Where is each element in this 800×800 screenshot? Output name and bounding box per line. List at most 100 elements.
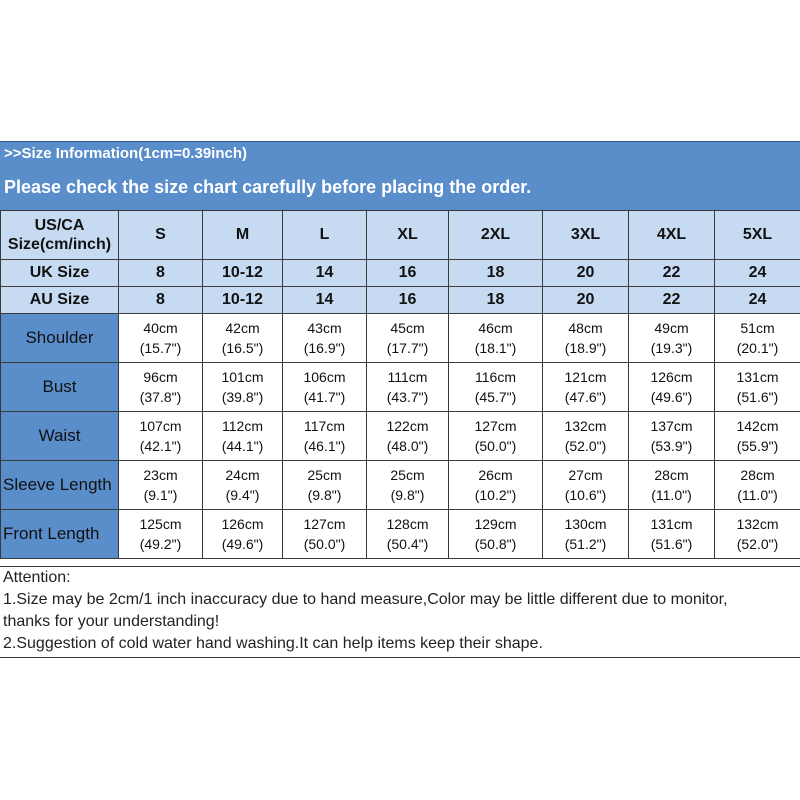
inch-value: (18.1") [474,340,517,356]
size-info-subtitle: Please check the size chart carefully be… [0,165,800,210]
au-size-cell: 24 [714,286,800,314]
measurement-row: Shoulder 40cm (15.7") 42cm (16.5") 43cm (16.9"… [0,313,800,363]
cm-value: 122cm [386,418,429,434]
inch-value: (43.7") [386,389,429,405]
size-header-cell: M [202,210,283,260]
uk-size-cell: 16 [366,259,449,287]
measurement-cell: 111cm (43.7") [366,362,449,412]
note-line-1: 1.Size may be 2cm/1 inch inaccuracy due … [3,591,728,608]
uk-size-label: UK Size [0,259,119,287]
us-size-row: US/CA Size(cm/inch) S M L XL 2XL 3XL 4XL 5XL [0,210,800,260]
measurement-cell: 129cm (50.8") [448,509,543,559]
cm-value: 26cm [478,467,513,483]
measurement-cell: 96cm (37.8") [118,362,203,412]
cm-value: 51cm [740,320,775,336]
cm-value: 130cm [564,516,607,532]
uk-size-cell: 18 [448,259,543,287]
inch-value: (53.9") [650,438,693,454]
cm-value: 137cm [650,418,693,434]
cm-value: 129cm [474,516,517,532]
au-size-cell: 10-12 [202,286,283,314]
measurement-cell: 126cm (49.6") [628,362,715,412]
cm-value: 49cm [654,320,689,336]
inch-value: (50.0") [474,438,517,454]
cm-value: 131cm [650,516,693,532]
uk-size-cell: 10-12 [202,259,283,287]
measurement-cell: 132cm (52.0") [714,509,800,559]
measurement-cell: 43cm (16.9") [282,313,367,363]
measurement-cell: 106cm (41.7") [282,362,367,412]
measurement-label: Sleeve Length [0,460,119,510]
cm-value: 28cm [654,467,689,483]
size-info-title: >>Size Information(1cm=0.39inch) [0,141,800,165]
au-size-row: AU Size 8 10-12 14 16 18 20 22 24 [0,286,800,314]
measurement-cell: 45cm (17.7") [366,313,449,363]
size-header-cell: 5XL [714,210,800,260]
inch-value: (11.0") [651,487,692,503]
inch-value: (42.1") [139,438,182,454]
inch-value: (52.0") [564,438,607,454]
measurement-cell: 46cm (18.1") [448,313,543,363]
us-size-label-line1: US/CA [34,217,85,234]
cm-value: 25cm [390,467,425,483]
cm-value: 121cm [564,369,607,385]
measurement-cell: 127cm (50.0") [282,509,367,559]
size-header-cell: 2XL [448,210,543,260]
size-header-cell: 3XL [542,210,629,260]
measurement-cell: 48cm (18.9") [542,313,629,363]
inch-value: (15.7") [139,340,182,356]
measurement-label: Front Length [0,509,119,559]
measurement-cell: 49cm (19.3") [628,313,715,363]
measurement-cell: 131cm (51.6") [714,362,800,412]
measurement-row: Waist 107cm (42.1") 112cm (44.1") 117cm (46.1"… [0,411,800,461]
cm-value: 40cm [143,320,178,336]
measurement-row: Sleeve Length 23cm (9.1") 24cm (9.4") 25cm (9.… [0,460,800,510]
measurement-cell: 130cm (51.2") [542,509,629,559]
cm-value: 126cm [650,369,693,385]
cm-value: 132cm [564,418,607,434]
cm-value: 112cm [222,418,263,434]
au-size-cell: 18 [448,286,543,314]
cm-value: 125cm [139,516,182,532]
measurement-cell: 126cm (49.6") [202,509,283,559]
cm-value: 25cm [307,467,342,483]
inch-value: (46.1") [303,438,346,454]
cm-value: 24cm [225,467,260,483]
inch-value: (10.2") [474,487,517,503]
cm-value: 23cm [143,467,178,483]
au-size-cell: 20 [542,286,629,314]
cm-value: 45cm [390,320,425,336]
cm-value: 127cm [303,516,346,532]
note-line-2: thanks for your understanding! [3,613,220,630]
cm-value: 131cm [736,369,779,385]
inch-value: (41.7") [303,389,346,405]
size-header-cell: L [282,210,367,260]
measurement-cell: 131cm (51.6") [628,509,715,559]
cm-value: 128cm [386,516,429,532]
au-size-cell: 16 [366,286,449,314]
measurement-cell: 26cm (10.2") [448,460,543,510]
au-size-cell: 14 [282,286,367,314]
measurement-cell: 40cm (15.7") [118,313,203,363]
measurement-cell: 132cm (52.0") [542,411,629,461]
attention-notes: Attention: 1.Size may be 2cm/1 inch inac… [0,566,800,658]
measurement-cell: 122cm (48.0") [366,411,449,461]
uk-size-cell: 22 [628,259,715,287]
inch-value: (19.3") [650,340,693,356]
inch-value: (52.0") [736,536,779,552]
measurement-cell: 42cm (16.5") [202,313,283,363]
measurement-label: Waist [0,411,119,461]
measurement-row: Front Length 125cm (49.2") 126cm (49.6") 127c… [0,509,800,559]
size-header-cell: XL [366,210,449,260]
measurement-cell: 28cm (11.0") [714,460,800,510]
au-size-cell: 8 [118,286,203,314]
inch-value: (9.1") [143,487,178,503]
cm-value: 111cm [387,369,428,385]
measurement-row: Bust 96cm (37.8") 101cm (39.8") 106cm (41.7") 1… [0,362,800,412]
cm-value: 46cm [478,320,513,336]
measurement-cell: 24cm (9.4") [202,460,283,510]
inch-value: (48.0") [386,438,429,454]
measurement-cell: 128cm (50.4") [366,509,449,559]
cm-value: 142cm [736,418,779,434]
measurement-cell: 25cm (9.8") [282,460,367,510]
